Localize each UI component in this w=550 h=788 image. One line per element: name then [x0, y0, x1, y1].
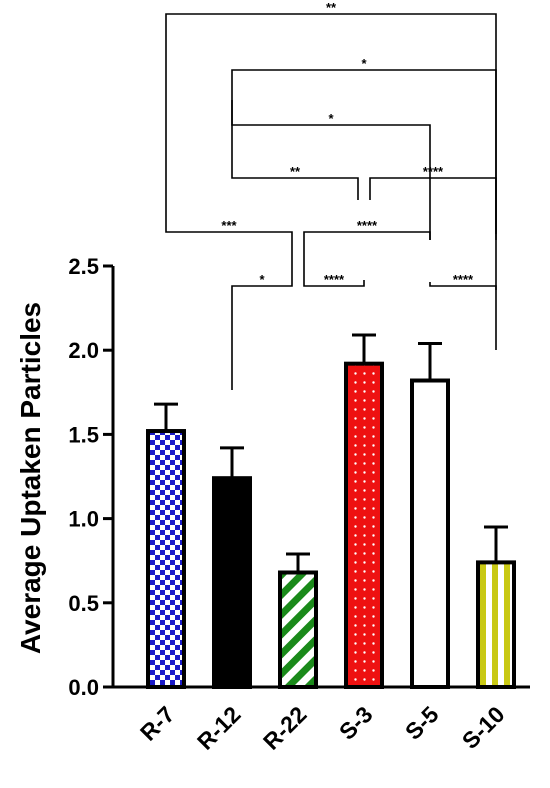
- x-axis-labels: R-7 R-12 R-22 S-3 S-5 S-10: [135, 701, 510, 755]
- x-tick-label: R-12: [192, 701, 246, 755]
- significance-label: ****: [453, 272, 474, 287]
- significance-bracket: [231, 100, 359, 200]
- significance-bracket: [165, 206, 293, 246]
- significance-bracket: [429, 282, 497, 350]
- significance-bracket: [369, 177, 497, 240]
- significance-label: **: [326, 0, 337, 15]
- significance-label: ****: [357, 218, 378, 233]
- significance-label: ****: [324, 272, 345, 287]
- significance-bracket: [231, 69, 497, 290]
- y-tick-label: 1.0: [68, 507, 99, 532]
- significance-bracket: [303, 246, 365, 287]
- significance-label: **: [290, 164, 301, 179]
- x-tick-label: R-7: [135, 701, 180, 746]
- significance-label: ****: [423, 164, 444, 179]
- bar-r-22: [278, 570, 318, 689]
- bar-s-3: [344, 361, 384, 689]
- significance-label: *: [361, 56, 367, 71]
- x-tick-label: S-3: [334, 701, 378, 745]
- bar-s-10: [476, 560, 516, 689]
- bar-s-5: [410, 378, 450, 689]
- y-tick-label: 0.5: [68, 591, 99, 616]
- significance-bracket: [231, 246, 293, 390]
- y-tick-label: 2.0: [68, 338, 99, 363]
- error-bars: [154, 333, 508, 573]
- y-tick-label: 1.5: [68, 422, 99, 447]
- y-tick-label: 2.5: [68, 254, 99, 279]
- bar-r-7: [146, 429, 186, 690]
- bar-r-12: [212, 476, 252, 689]
- significance-bracket: [303, 231, 431, 246]
- x-tick-label: S-5: [400, 701, 444, 745]
- significance-label: ***: [221, 218, 237, 233]
- significance-brackets: ****** ******* ***** **** ****: [165, 0, 497, 390]
- bars: [146, 361, 516, 690]
- y-axis: 0.0 0.5 1.0 1.5 2.0 2.5: [68, 254, 530, 700]
- significance-label: *: [259, 272, 265, 287]
- y-axis-title: Average Uptaken Particles: [15, 302, 46, 654]
- y-tick-label: 0.0: [68, 675, 99, 700]
- x-tick-label: R-22: [258, 701, 312, 755]
- x-tick-label: S-10: [457, 701, 510, 754]
- significance-label: *: [328, 111, 334, 126]
